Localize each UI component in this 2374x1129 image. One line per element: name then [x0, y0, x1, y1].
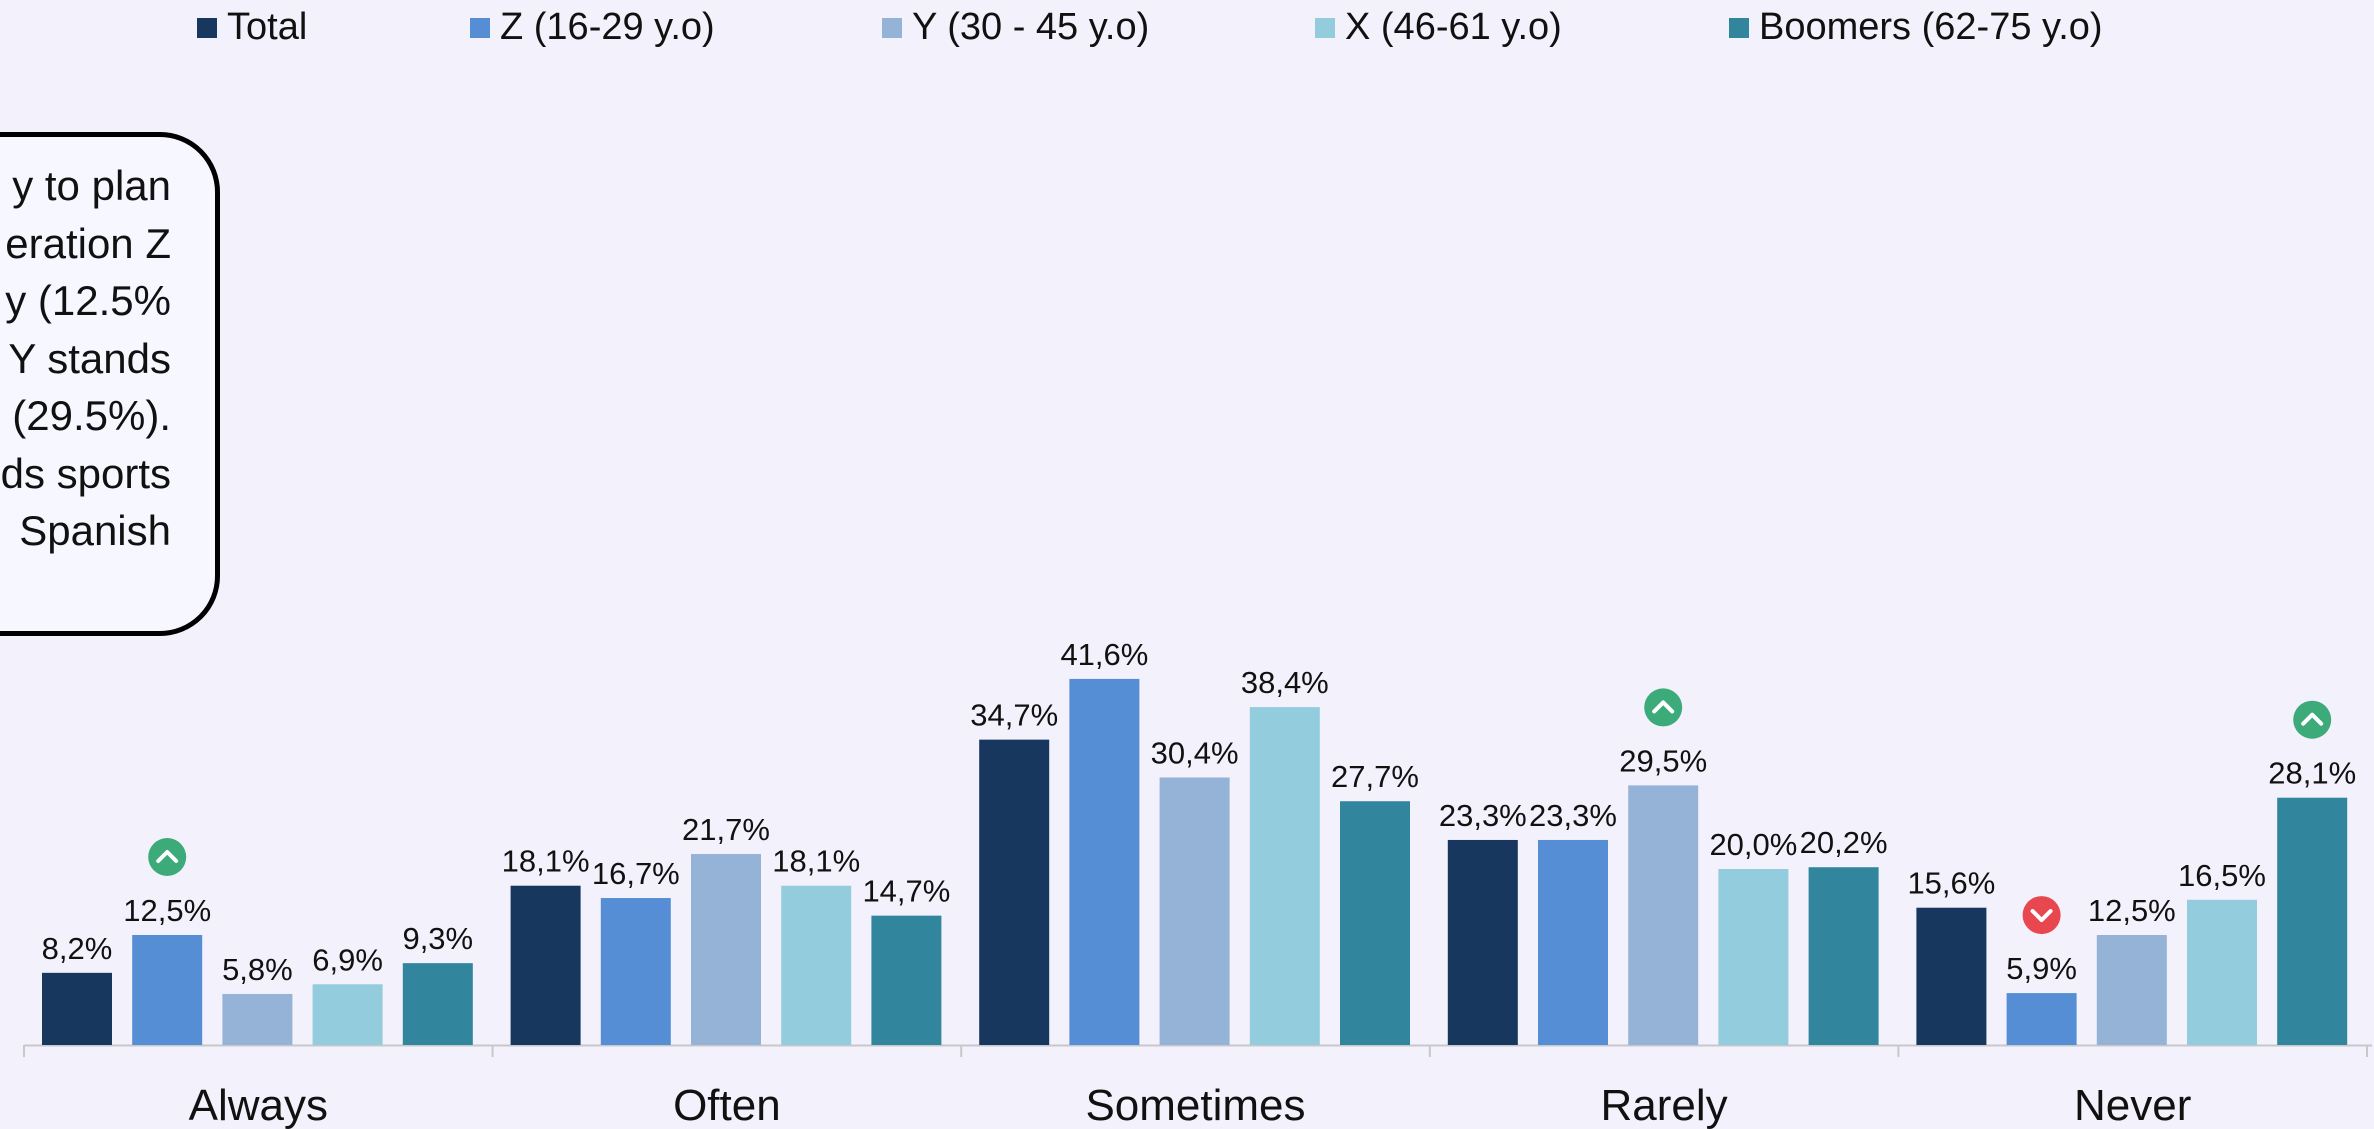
bar: [2187, 899, 2257, 1045]
data-label: 20,0%: [1709, 827, 1797, 862]
increase-indicator-icon: [148, 838, 187, 876]
bar: [312, 984, 383, 1045]
legend-swatch: [470, 17, 490, 38]
bar: [2096, 935, 2167, 1045]
bar: [42, 972, 112, 1045]
bar: [1447, 839, 1518, 1045]
decrease-indicator-icon: [2022, 896, 2061, 935]
legend-swatch: [1729, 17, 1749, 38]
legend-item: Z (16-29 y.o): [470, 6, 715, 49]
bar: [691, 854, 761, 1045]
data-label: 27,7%: [1331, 759, 1419, 794]
bar: [1159, 777, 1230, 1045]
legend-label: Z (16-29 y.o): [500, 6, 715, 48]
data-label: 5,8%: [222, 952, 293, 987]
category-label: Always: [189, 1081, 328, 1129]
data-label: 21,7%: [682, 812, 770, 847]
note-line: (29.5%).: [12, 392, 171, 439]
legend-item: X (46-61 y.o): [1315, 6, 1562, 49]
note-line: Y stands: [8, 334, 171, 382]
bar: [1249, 707, 1320, 1045]
note-line: Spanish: [19, 507, 171, 554]
note-line: eration Z: [5, 219, 171, 267]
bar: [1069, 678, 1140, 1045]
note-line: y to plan: [12, 162, 171, 209]
data-label: 15,6%: [1907, 866, 1995, 901]
bar: [2006, 993, 2077, 1045]
bar: [1916, 907, 1987, 1045]
note-callout: y to plan eration Z y (12.5% Y stands (29.5%…: [0, 132, 220, 636]
data-label: 16,7%: [592, 856, 680, 891]
bar: [1718, 869, 1789, 1045]
data-label: 8,2%: [42, 931, 113, 966]
category-label: Rarely: [1601, 1081, 1728, 1129]
bar: [222, 993, 293, 1045]
legend-label: Total: [227, 6, 308, 48]
data-label: 16,5%: [2178, 858, 2266, 893]
legend-item: Total: [197, 6, 307, 49]
bar: [781, 885, 852, 1045]
category-label: Sometimes: [1085, 1081, 1305, 1129]
data-label: 38,4%: [1241, 665, 1329, 700]
data-label: 30,4%: [1151, 735, 1239, 770]
data-label: 41,6%: [1060, 637, 1148, 672]
bar: [600, 898, 671, 1045]
bar: [979, 739, 1050, 1045]
note-text: y to plan eration Z y (12.5% Y stands (29.5%…: [0, 157, 171, 560]
legend-swatch: [1315, 17, 1335, 38]
data-label: 12,5%: [2088, 893, 2176, 928]
data-label: 29,5%: [1619, 743, 1707, 778]
data-label: 20,2%: [1800, 825, 1888, 860]
legend-swatch: [197, 17, 217, 38]
note-line: y (12.5%: [5, 277, 171, 324]
note-line: ds sports: [0, 449, 171, 497]
data-label: 12,5%: [123, 893, 211, 928]
bar: [1628, 785, 1699, 1045]
data-label: 18,1%: [502, 844, 590, 879]
increase-indicator-icon: [2293, 700, 2332, 739]
data-label: 14,7%: [862, 874, 950, 909]
legend-swatch: [882, 17, 902, 38]
data-label: 28,1%: [2268, 756, 2356, 791]
bar: [132, 935, 203, 1045]
bar: [1808, 867, 1879, 1045]
category-label: Often: [673, 1081, 781, 1129]
data-label: 23,3%: [1439, 798, 1527, 833]
data-label: 18,1%: [772, 844, 860, 879]
bar: [510, 885, 581, 1045]
data-label: 5,9%: [2006, 951, 2077, 986]
data-label: 9,3%: [402, 921, 473, 956]
data-label: 6,9%: [312, 942, 383, 977]
legend-label: X (46-61 y.o): [1345, 6, 1562, 48]
bar: [1538, 839, 1608, 1045]
bar: [402, 963, 473, 1045]
bar: [2277, 797, 2348, 1045]
legend-item: Y (30 - 45 y.o): [882, 6, 1149, 49]
bar: [1340, 801, 1410, 1045]
legend-label: Boomers (62-75 y.o): [1759, 6, 2103, 48]
legend-label: Y (30 - 45 y.o): [912, 6, 1150, 48]
chart-legend: Total Z (16-29 y.o) Y (30 - 45 y.o) X (46-6…: [0, 0, 2374, 60]
data-label: 23,3%: [1529, 798, 1617, 833]
data-label: 34,7%: [970, 698, 1058, 733]
bar: [871, 915, 942, 1045]
category-label: Never: [2074, 1081, 2191, 1129]
legend-item: Boomers (62-75 y.o): [1729, 6, 2103, 49]
increase-indicator-icon: [1644, 688, 1683, 727]
